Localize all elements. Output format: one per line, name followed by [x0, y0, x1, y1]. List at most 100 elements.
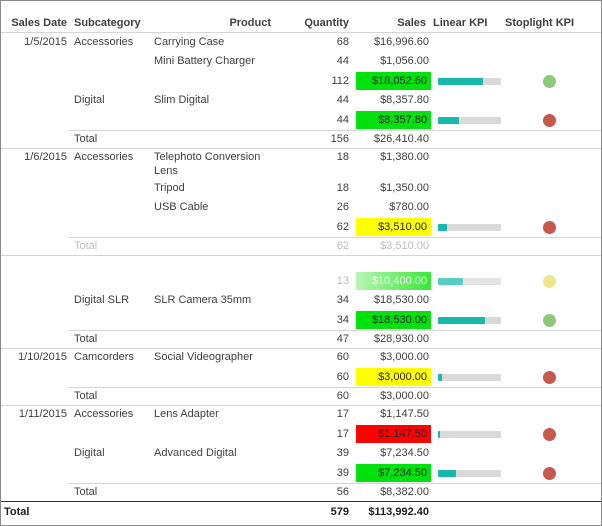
cell-quantity: 56	[336, 486, 349, 498]
cell-stoplight-kpi	[505, 274, 601, 288]
cell-product: Tripod	[154, 182, 185, 194]
stoplight-red-indicator-icon	[543, 220, 556, 234]
cell-linear-kpi	[433, 316, 505, 324]
table-row: Total 62 $3,510.00	[1, 237, 601, 255]
linear-gauge-fill	[438, 277, 464, 285]
cell-sales: $18,530.00	[349, 310, 433, 330]
table-row: 60 $3,000.00	[1, 367, 601, 387]
stoplight-green-indicator-icon	[543, 74, 556, 88]
row-divider-line	[69, 330, 601, 331]
cell-product: Advanced Digital	[154, 447, 237, 459]
linear-gauge-fill	[438, 373, 442, 381]
sales-value: $18,530.00	[373, 294, 429, 306]
cell-quantity: 44	[336, 55, 349, 67]
cell-quantity: 60	[336, 390, 349, 402]
row-divider-line	[1, 348, 601, 349]
row-divider-line	[69, 237, 601, 238]
cell-sales: $18,530.00	[349, 291, 433, 310]
cell-sales: $16,996.60	[349, 33, 433, 52]
table-row: 1/6/2015 Accessories Telephoto Conversion …	[1, 148, 601, 179]
sales-kpi-cell: $1,147.50	[356, 425, 431, 443]
table-row: Total 60 $3,000.00	[1, 387, 601, 405]
grand-total-label: Total	[4, 506, 30, 518]
table-row: Digital Advanced Digital 39 $7,234.50	[1, 444, 601, 463]
cell-quantity: 68	[336, 36, 349, 48]
table-row: 1/10/2015 Camcorders Social Videographer 60…	[1, 348, 601, 367]
cell-sales: $3,510.00	[349, 217, 433, 237]
cell-stoplight-kpi	[505, 370, 601, 384]
stoplight-red-indicator-icon	[543, 427, 556, 441]
cell-linear-kpi	[433, 77, 505, 85]
sales-kpi-cell: $18,052.60	[356, 72, 431, 90]
cell-sales: $113,992.40	[349, 501, 433, 523]
table-row: Mini Battery Charger 44 $1,056.00	[1, 52, 601, 71]
sales-kpi-cell: $10,400.00	[356, 272, 431, 290]
sales-value: $1,056.00	[380, 55, 429, 67]
sales-value: $8,382.00	[380, 486, 429, 498]
table-row: Total 156 $26,410.40	[1, 130, 601, 148]
cell-sales: $8,382.00	[349, 483, 433, 501]
cell-quantity: 47	[336, 333, 349, 345]
sales-value: $1,147.50	[380, 408, 429, 420]
table-header-row: Sales Date Subcategory Product Quantity Sale…	[1, 14, 601, 33]
linear-gauge-fill	[438, 116, 459, 124]
sales-kpi-cell: $18,530.00	[356, 311, 431, 329]
cell-stoplight-kpi	[505, 113, 601, 127]
column-header-sales-date: Sales Date	[11, 17, 67, 29]
cell-subcategory: Camcorders	[74, 351, 134, 363]
cell-product: Slim Digital	[154, 94, 210, 106]
linear-gauge	[438, 277, 501, 285]
stoplight-red-indicator-icon	[543, 370, 556, 384]
linear-gauge	[438, 469, 501, 477]
table-row: Total 579 $113,992.40	[1, 501, 601, 523]
row-divider-line	[1, 148, 601, 149]
cell-quantity: 18	[336, 151, 349, 163]
cell-linear-kpi	[433, 469, 505, 477]
column-header-subcategory: Subcategory	[74, 17, 141, 29]
sales-value: $3,000.00	[380, 390, 429, 402]
sales-value: $3,000.00	[380, 351, 429, 363]
cell-stoplight-kpi	[505, 313, 601, 327]
linear-gauge	[438, 316, 501, 324]
column-header-sales: Sales	[397, 17, 426, 29]
table-row: 34 $18,530.00	[1, 310, 601, 330]
cell-quantity: 13	[336, 275, 349, 287]
sales-value: $16,996.60	[373, 36, 429, 48]
cell-subcategory: Accessories	[74, 36, 134, 48]
sales-kpi-cell: $3,510.00	[356, 218, 431, 236]
cell-sales: $1,056.00	[349, 52, 433, 71]
cell-sales: $3,000.00	[349, 367, 433, 387]
cell-quantity: 44	[336, 114, 349, 126]
sales-kpi-cell: $3,000.00	[356, 368, 431, 386]
cell-sales: $8,357.80	[349, 110, 433, 130]
sales-kpi-cell: $7,234.50	[356, 464, 431, 482]
cell-quantity: 18	[336, 182, 349, 194]
cell-stoplight-kpi	[505, 74, 601, 88]
table-row: Tripod 18 $1,350.00	[1, 179, 601, 198]
cell-linear-kpi	[433, 277, 505, 285]
stoplight-green-indicator-icon	[543, 313, 556, 327]
row-divider-line	[1, 405, 601, 406]
table-row: 44 $8,357.80	[1, 110, 601, 130]
cell-sales: $3,000.00	[349, 387, 433, 405]
cell-subcategory: Accessories	[74, 408, 134, 420]
cell-sales: $18,052.60	[349, 71, 433, 91]
cell-subcategory: Accessories	[74, 151, 134, 163]
cell-product: USB Cable	[154, 201, 209, 213]
cell-stoplight-kpi	[505, 427, 601, 441]
linear-gauge-fill	[438, 77, 484, 85]
sales-value: $780.00	[389, 201, 429, 213]
cell-subcategory: Digital	[74, 447, 105, 459]
cell-quantity: 17	[336, 428, 349, 440]
cell-product: Mini Battery Charger	[154, 55, 255, 67]
linear-gauge	[438, 77, 501, 85]
linear-gauge-fill	[438, 430, 440, 438]
cell-quantity: 60	[336, 351, 349, 363]
table-row: 39 $7,234.50	[1, 463, 601, 483]
sales-kpi-cell: $8,357.80	[356, 111, 431, 129]
table-row: 112 $18,052.60	[1, 71, 601, 91]
cell-quantity: 39	[336, 467, 349, 479]
row-divider-line	[1, 501, 601, 502]
row-divider-line	[69, 483, 601, 484]
cell-sales-date: 1/5/2015	[24, 36, 67, 48]
